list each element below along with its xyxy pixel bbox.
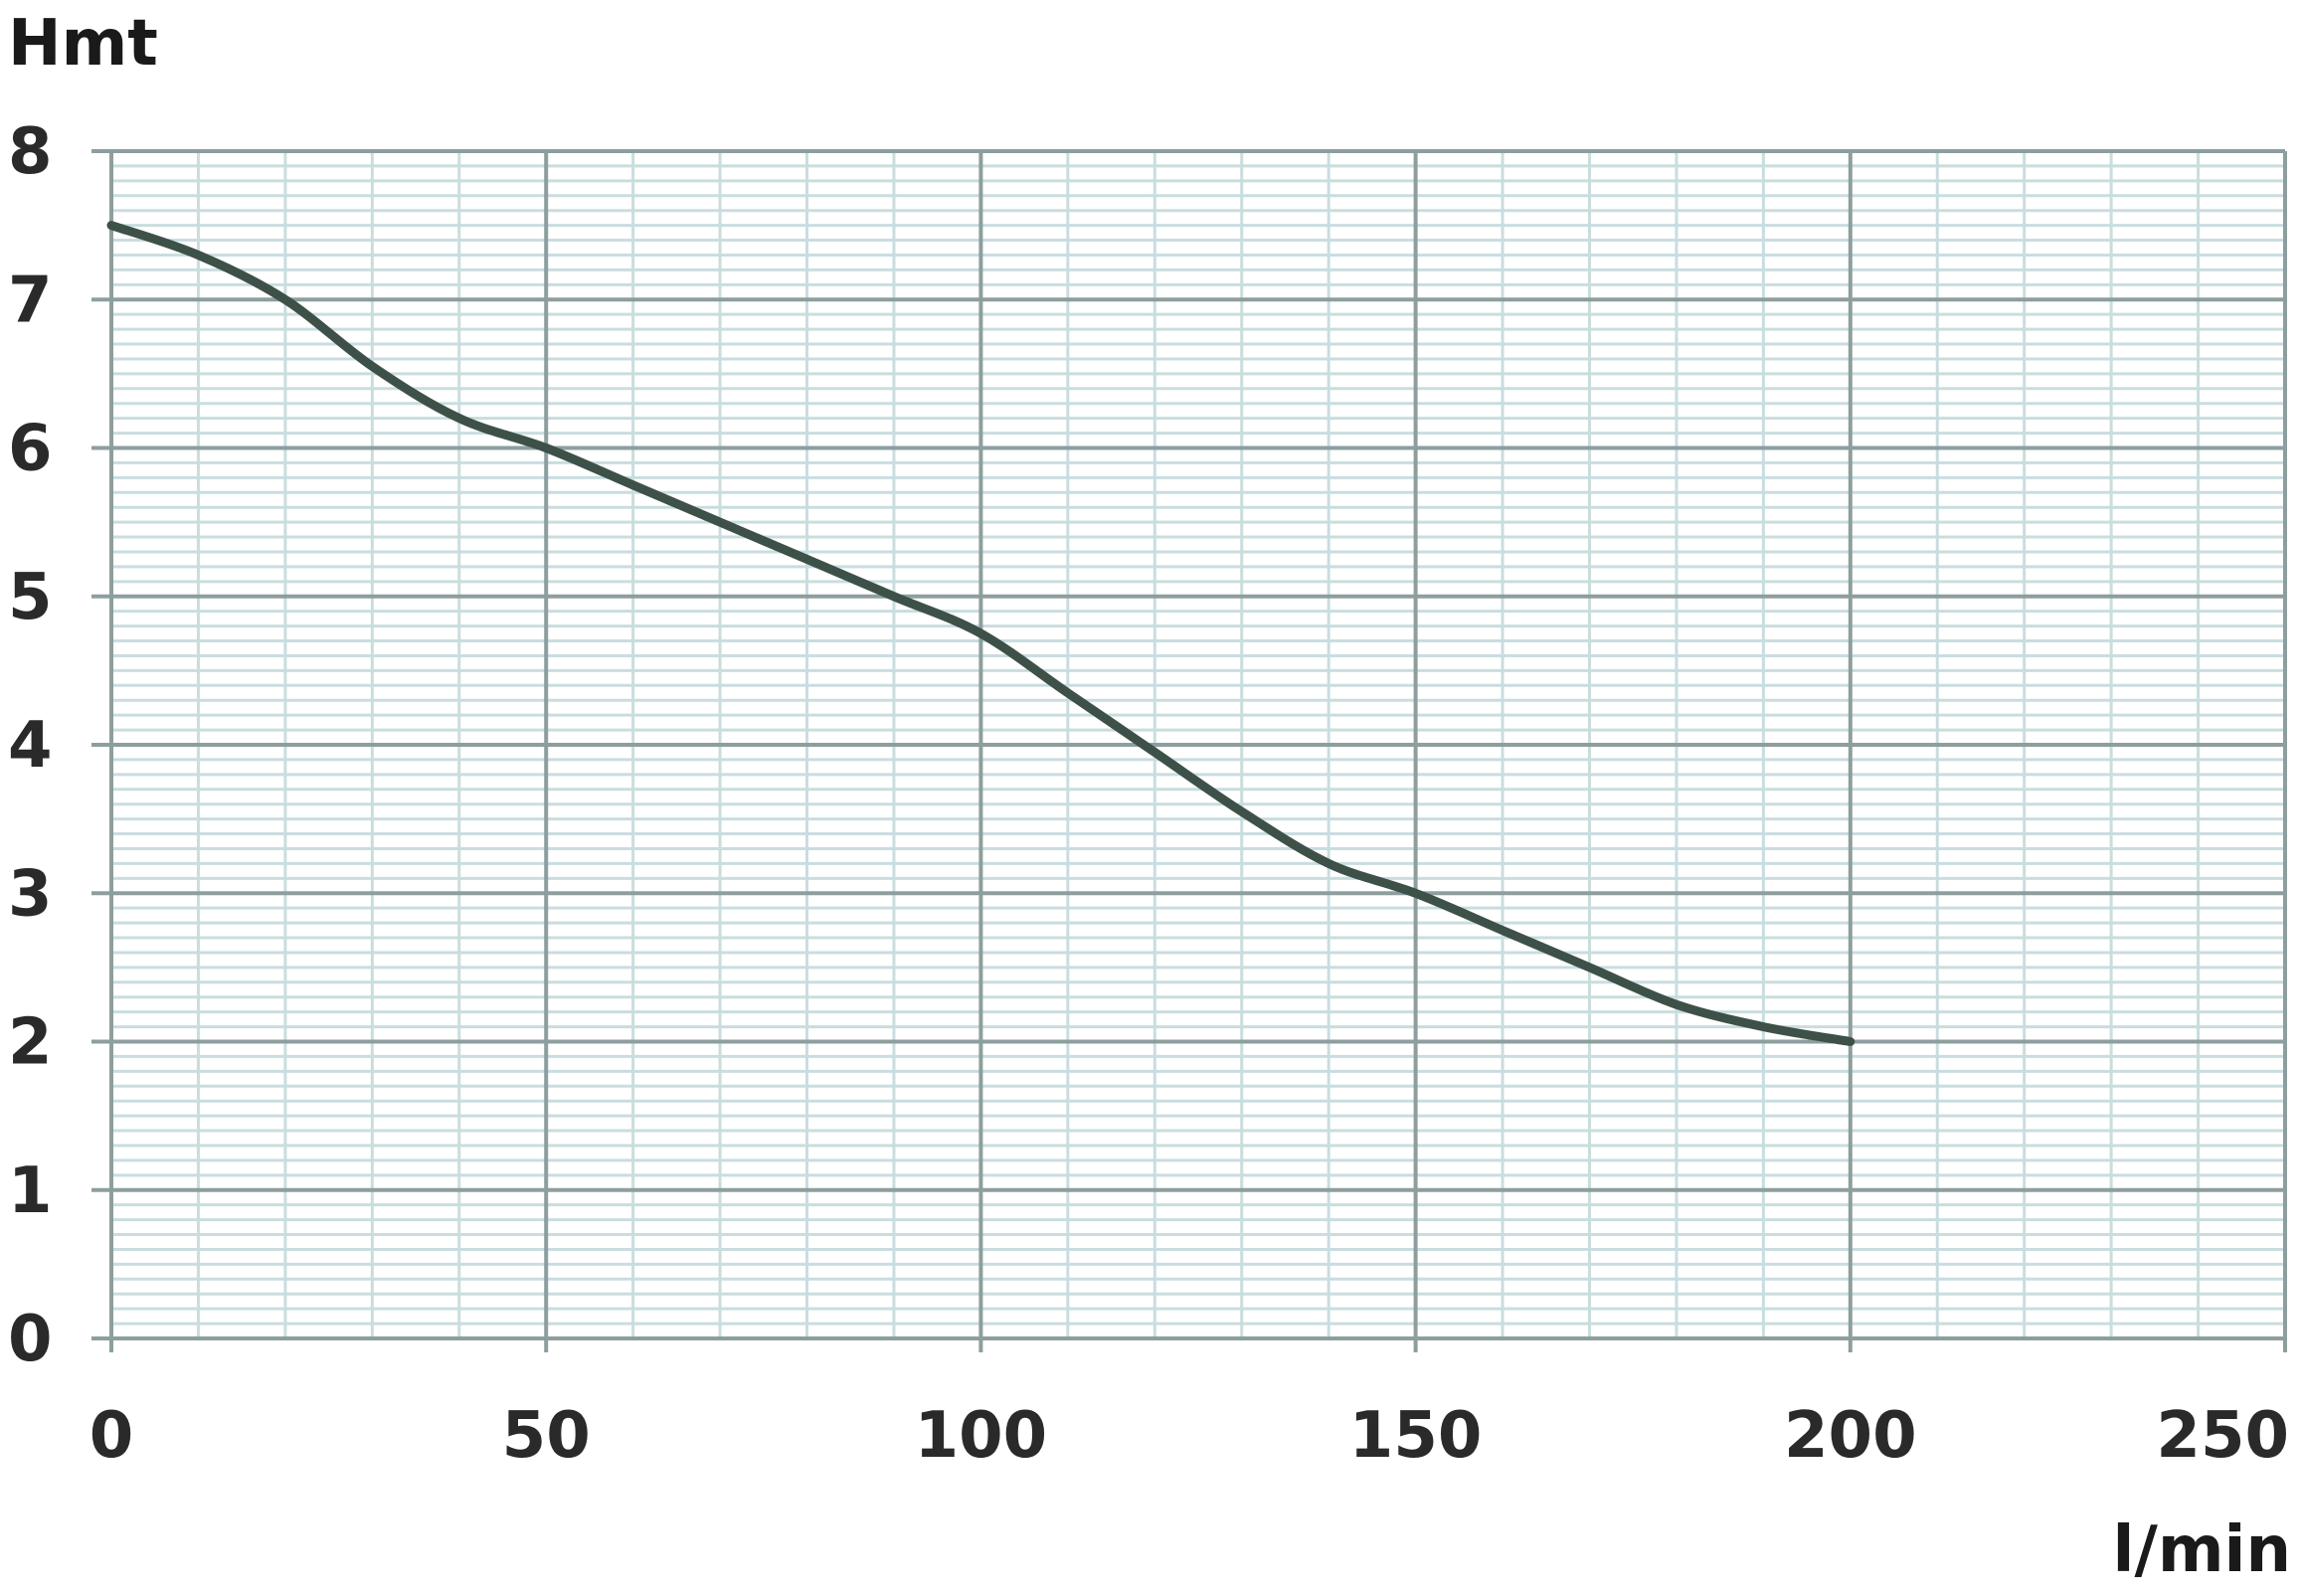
y-tick-label: 6 (8, 413, 53, 486)
x-axis-title: l/min (2113, 1513, 2292, 1587)
y-tick-label: 0 (8, 1303, 53, 1376)
y-tick-label: 5 (8, 561, 53, 634)
y-tick-label: 7 (8, 264, 53, 337)
y-tick-labels: 0 1 2 3 4 5 6 7 8 (8, 115, 53, 1376)
x-tick-label: 100 (915, 1399, 1048, 1473)
x-tick-label: 200 (1784, 1399, 1917, 1473)
x-tick-label: 150 (1349, 1399, 1483, 1473)
y-tick-label: 8 (8, 115, 53, 189)
y-tick-label: 4 (8, 709, 53, 783)
x-tick-label: 0 (89, 1399, 134, 1473)
x-tick-label: 250 (2156, 1399, 2289, 1473)
series-line (106, 221, 1856, 1046)
y-tick-label: 2 (8, 1006, 53, 1080)
major-grid (91, 149, 2287, 1352)
x-tick-labels: 0 50 100 150 200 250 (89, 1399, 2289, 1473)
y-tick-label: 1 (8, 1154, 53, 1228)
y-tick-label: 3 (8, 857, 53, 931)
x-tick-label: 50 (502, 1399, 591, 1473)
series-layer (106, 221, 1856, 1046)
y-axis-title: Hmt (8, 7, 158, 81)
